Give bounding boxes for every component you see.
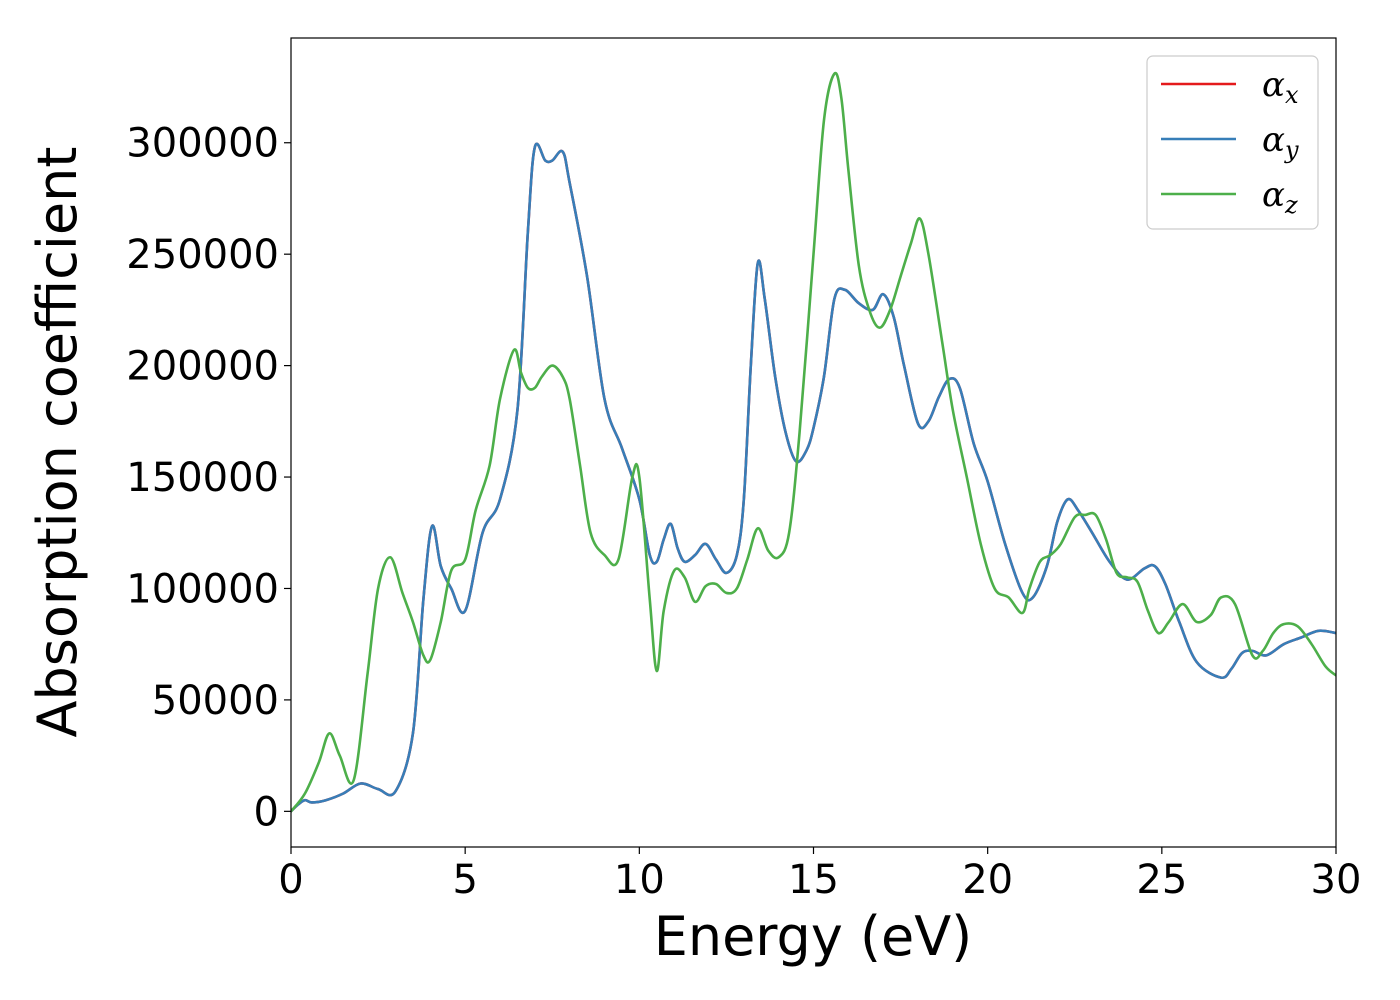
y-tick-label: 300000 <box>126 121 279 167</box>
x-tick-label: 20 <box>962 857 1013 903</box>
series-line-y <box>291 142 1336 813</box>
legend-frame <box>1146 55 1319 230</box>
x-tick-label: 25 <box>1136 857 1187 903</box>
y-axis: 0 50000 100000 150000 200000 250000 300000 <box>126 121 291 835</box>
x-axis-label: Energy (eV) <box>654 905 973 968</box>
x-tick-label: 30 <box>1311 857 1362 903</box>
x-tick-label: 15 <box>788 857 839 903</box>
y-tick-label: 50000 <box>152 678 279 724</box>
series-line-z <box>291 71 1336 813</box>
y-tick-label: 200000 <box>126 344 279 390</box>
y-axis-label: Absorption coefficient <box>26 147 89 738</box>
x-tick-label: 10 <box>614 857 665 903</box>
y-tick-label: 150000 <box>126 455 279 501</box>
x-tick-label: 5 <box>452 857 477 903</box>
x-axis: 0 5 10 15 20 25 30 <box>278 847 1361 903</box>
series-layer <box>291 71 1336 813</box>
x-tick-label: 0 <box>278 857 303 903</box>
y-tick-label: 100000 <box>126 566 279 612</box>
y-tick-label: 0 <box>254 789 279 835</box>
y-tick-label: 250000 <box>126 232 279 278</box>
